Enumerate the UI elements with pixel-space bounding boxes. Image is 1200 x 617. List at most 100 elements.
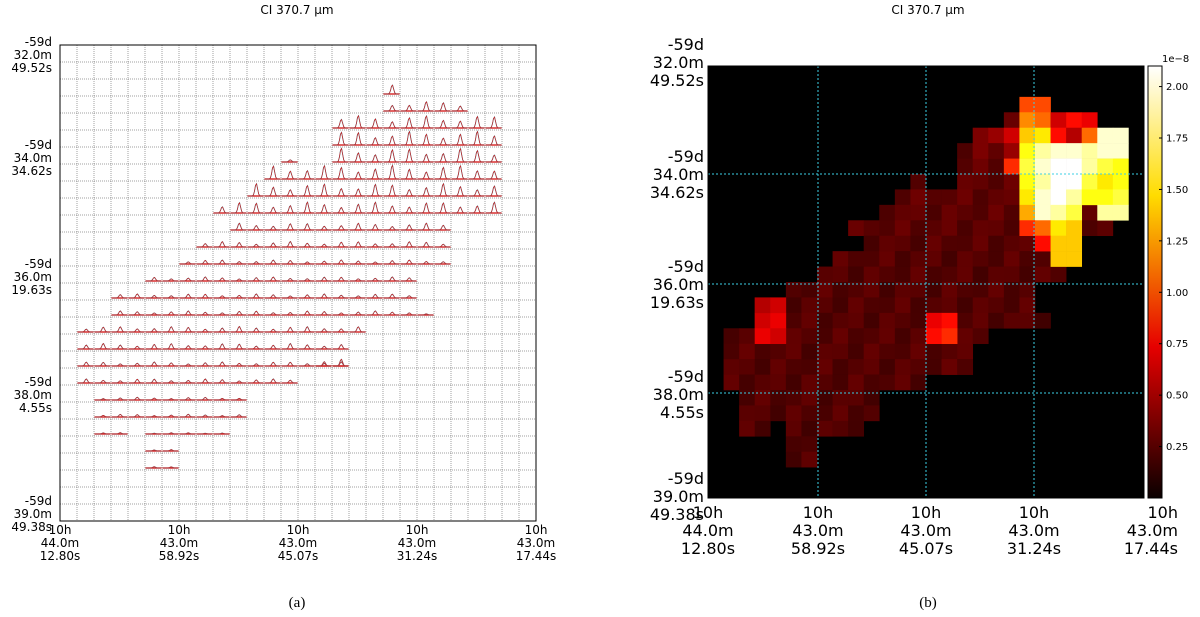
heatmap-cell: [848, 251, 865, 267]
heatmap-cell: [1097, 204, 1114, 221]
heatmap-cell: [957, 204, 974, 221]
heatmap-cell: [863, 297, 880, 314]
spectrum-line: [418, 101, 433, 112]
heatmap-cell: [972, 312, 989, 329]
spectrum-line: [333, 147, 348, 163]
spectrum-line: [163, 311, 178, 316]
heatmap-cell: [832, 312, 849, 329]
spectrum-line: [418, 241, 433, 248]
heatmap-cell: [910, 328, 927, 345]
heatmap-cell: [910, 251, 927, 267]
heatmap-cell: [863, 266, 880, 283]
x-tick-label: 10h: [911, 503, 942, 522]
spectrum-line: [95, 361, 110, 367]
y-tick-label: 34.0m: [653, 165, 704, 184]
heatmap-cell: [894, 251, 911, 267]
y-tick-label: 19.63s: [11, 283, 52, 297]
spectrum-line: [146, 378, 161, 384]
spectrum-line: [401, 104, 416, 112]
heatmap-cell: [1050, 174, 1067, 190]
y-tick-label: 36.0m: [14, 270, 52, 284]
spectrum-line: [299, 184, 314, 197]
heatmap-cell: [926, 220, 942, 237]
heatmap-cell: [926, 266, 942, 283]
spectrum-line: [146, 466, 161, 469]
y-tick-label: 4.55s: [660, 403, 704, 422]
heatmap-cell: [801, 390, 818, 406]
spectrum-line: [214, 259, 229, 265]
colorbar: [1147, 65, 1163, 499]
spectrum-line: [367, 293, 382, 299]
spectrum-line: [486, 201, 501, 214]
x-tick-label: 43.0m: [279, 536, 317, 550]
heatmap-cell: [817, 390, 833, 406]
spectrum-line: [469, 205, 484, 214]
spectrum-line: [112, 344, 127, 350]
spectrum-line: [180, 345, 195, 350]
spectrum-line: [163, 380, 178, 384]
heatmap-cell: [1112, 127, 1129, 144]
spectrum-line: [180, 380, 195, 384]
heatmap-cell: [941, 343, 958, 360]
spectrum-line: [401, 277, 416, 282]
heatmap-cell: [863, 312, 880, 329]
panel-b-title: CI 370.7 μm: [891, 3, 964, 17]
heatmap-cell: [1035, 96, 1051, 113]
spectrum-line: [146, 312, 161, 316]
heatmap-cell: [785, 282, 802, 298]
y-tick-label: 49.38s: [11, 520, 52, 534]
spectrum-line: [469, 115, 484, 129]
spectrum-line: [95, 415, 110, 418]
spectrum-line: [146, 361, 161, 367]
heatmap-cell: [754, 312, 771, 329]
heatmap-cell: [770, 405, 787, 422]
spectrum-line: [367, 183, 382, 197]
spectrum-line: [112, 432, 127, 435]
spectrum-line: [401, 224, 416, 231]
heatmap-cell: [832, 405, 849, 422]
heatmap-cell: [770, 359, 787, 375]
spectrum-line: [214, 379, 229, 384]
spectrum-line: [316, 361, 331, 367]
x-tick-label: 12.80s: [681, 539, 735, 558]
spectrum-line: [418, 222, 433, 231]
panel-b-caption: (b): [919, 595, 937, 611]
heatmap-cell: [848, 343, 865, 360]
heatmap-cell: [910, 343, 927, 360]
heatmap-cell: [1003, 143, 1020, 159]
spectrum-line: [146, 328, 161, 333]
x-tick-label: 10h: [803, 503, 834, 522]
y-tick-label: -59d: [25, 494, 52, 508]
spectrum-line: [418, 202, 433, 214]
heatmap-cell: [801, 343, 818, 360]
heatmap-cell: [926, 297, 942, 314]
heatmap-cell: [1003, 282, 1020, 298]
spectrum-line: [299, 278, 314, 282]
y-tick-label: 32.0m: [14, 48, 52, 62]
heatmap-cell: [832, 343, 849, 360]
heatmap-cell: [801, 328, 818, 345]
heatmap-cell: [894, 343, 911, 360]
heatmap-cell: [941, 359, 958, 375]
heatmap-cell: [1035, 143, 1051, 159]
panel-b-x-tick-labels: 10h44.0m12.80s10h43.0m58.92s10h43.0m45.0…: [681, 503, 1178, 558]
heatmap-cell: [1050, 127, 1067, 144]
spectrum-line: [95, 343, 110, 350]
y-tick-label: 38.0m: [653, 385, 704, 404]
heatmap-cell: [1112, 189, 1129, 206]
spectrum-line: [367, 201, 382, 214]
heatmap-cell: [785, 359, 802, 375]
spectrum-line: [333, 259, 348, 265]
heatmap-cell: [1050, 251, 1067, 267]
heatmap-cell: [988, 251, 1005, 267]
spectrum-line: [231, 242, 246, 248]
y-tick-label: -59d: [668, 469, 704, 488]
x-tick-label: 10h: [49, 523, 72, 537]
spectrum-line: [265, 378, 280, 384]
heatmap-cell: [957, 297, 974, 314]
heatmap-cell: [1112, 143, 1129, 159]
spectrum-line: [265, 186, 280, 197]
spectrum-line: [282, 241, 297, 248]
spectrum-line: [299, 201, 314, 214]
spectrum-line: [214, 327, 229, 333]
